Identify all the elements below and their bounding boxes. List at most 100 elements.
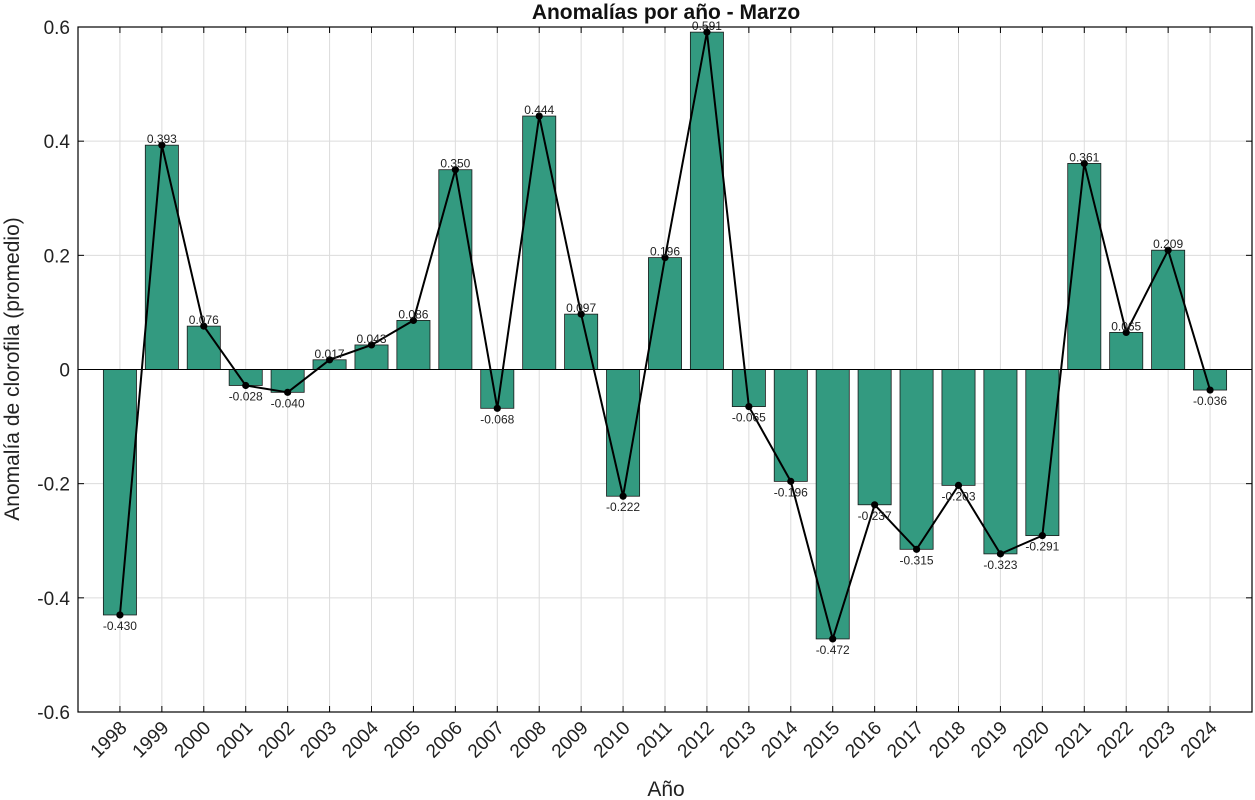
x-tick-label-2013: 2013 xyxy=(716,718,761,763)
x-tick-label-2007: 2007 xyxy=(464,718,509,763)
data-label-2024: -0.036 xyxy=(1193,394,1227,408)
data-label-2004: 0.043 xyxy=(356,332,386,346)
x-tick-label-2010: 2010 xyxy=(590,718,635,763)
point-2024 xyxy=(1206,386,1214,394)
y-tick-label: 0.4 xyxy=(44,132,71,153)
x-tick-label-2011: 2011 xyxy=(633,718,677,762)
data-label-2022: 0.065 xyxy=(1111,319,1141,333)
point-2002 xyxy=(284,388,292,396)
chart-title: Anomalías por año - Marzo xyxy=(532,1,800,24)
data-label-2020: -0.291 xyxy=(1025,540,1059,554)
series-line xyxy=(116,28,1214,643)
point-2023 xyxy=(1164,246,1172,254)
data-label-2018: -0.203 xyxy=(941,489,975,503)
data-label-2009: 0.097 xyxy=(566,301,596,315)
x-tick-label-2022: 2022 xyxy=(1093,718,1138,763)
data-label-2017: -0.315 xyxy=(900,553,934,567)
data-label-2005: 0.086 xyxy=(398,307,428,321)
y-axis-label: Anomalía de clorofila (promedio) xyxy=(1,217,24,520)
x-tick-label-2021: 2021 xyxy=(1051,718,1096,763)
point-2022 xyxy=(1122,328,1130,336)
x-tick-label-2001: 2001 xyxy=(213,718,258,763)
data-labels: -0.430 0.393 0.076 -0.028 -0.040 0.017 0.043 0.… xyxy=(103,19,1227,657)
data-label-1998: -0.430 xyxy=(103,619,137,633)
bar-2014 xyxy=(773,369,808,482)
y-tick-label: 0.6 xyxy=(44,18,70,39)
data-label-2006: 0.350 xyxy=(440,157,470,171)
x-tick-label-2004: 2004 xyxy=(338,717,383,762)
x-tick-label-2012: 2012 xyxy=(674,718,719,763)
point-2008 xyxy=(535,112,543,120)
data-label-2000: 0.076 xyxy=(189,313,219,327)
bar-2016 xyxy=(857,369,892,506)
point-2014 xyxy=(787,477,795,485)
point-2013 xyxy=(745,403,753,411)
point-2011 xyxy=(661,254,669,262)
point-2020 xyxy=(1038,532,1046,540)
bar-2012 xyxy=(689,31,724,370)
data-label-2023: 0.209 xyxy=(1153,237,1183,251)
y-tick-label: 0 xyxy=(59,361,70,382)
data-label-2001: -0.028 xyxy=(229,389,263,403)
point-1998 xyxy=(116,611,124,619)
x-tick-label-2016: 2016 xyxy=(841,718,886,763)
x-tick-label-2020: 2020 xyxy=(1009,718,1054,763)
x-tick-label-1998: 1998 xyxy=(87,718,132,763)
x-tick-label-1999: 1999 xyxy=(129,718,174,763)
bar-2023 xyxy=(1151,249,1186,370)
x-tick-label-2018: 2018 xyxy=(925,718,970,763)
x-tick-label-2019: 2019 xyxy=(967,718,1012,763)
bar-2006 xyxy=(438,169,473,370)
data-label-2012: 0.591 xyxy=(692,19,722,33)
y-tick-label: -0.2 xyxy=(37,475,70,496)
x-tick-label-2024: 2024 xyxy=(1177,717,1222,762)
x-axis-label: Año xyxy=(647,778,684,800)
bar-2017 xyxy=(899,369,934,550)
bar-2008 xyxy=(522,115,557,370)
y-tick-label: 0.2 xyxy=(44,246,70,267)
x-tick-label-2015: 2015 xyxy=(800,718,845,763)
data-label-2008: 0.444 xyxy=(524,103,554,117)
bar-2000 xyxy=(186,325,221,370)
data-label-1999: 0.393 xyxy=(147,132,177,146)
x-tick-label-2017: 2017 xyxy=(883,718,928,763)
point-2005 xyxy=(409,316,418,325)
data-label-2010: -0.222 xyxy=(606,500,640,514)
data-label-2016: -0.237 xyxy=(858,509,892,523)
data-label-2003: 0.017 xyxy=(315,347,345,361)
point-2018 xyxy=(954,481,963,489)
bar-2011 xyxy=(648,257,682,370)
point-2004 xyxy=(367,341,376,349)
bar-2018 xyxy=(941,369,976,486)
bar-2022 xyxy=(1109,331,1144,370)
point-2000 xyxy=(200,322,208,330)
x-tick-label-2023: 2023 xyxy=(1135,718,1180,763)
point-2010 xyxy=(619,492,627,500)
data-label-2021: 0.361 xyxy=(1069,150,1099,164)
point-2017 xyxy=(912,545,921,553)
data-label-2011: 0.196 xyxy=(650,245,680,259)
data-label-2002: -0.040 xyxy=(271,396,305,410)
point-2006 xyxy=(451,166,459,174)
y-tick-label: -0.4 xyxy=(37,589,70,610)
x-tick-label-2009: 2009 xyxy=(548,718,593,763)
point-2015 xyxy=(829,635,837,643)
point-2007 xyxy=(493,404,501,412)
data-label-2019: -0.323 xyxy=(983,558,1017,572)
point-2019 xyxy=(996,550,1005,558)
x-tick-label-2008: 2008 xyxy=(506,718,551,763)
point-2016 xyxy=(871,501,879,509)
point-2003 xyxy=(325,356,334,364)
point-2021 xyxy=(1080,159,1088,168)
y-tick-label: -0.6 xyxy=(37,703,70,724)
point-2001 xyxy=(242,381,250,390)
data-label-2013: -0.065 xyxy=(732,411,766,425)
bar-2005 xyxy=(396,320,431,370)
axes: -0.6-0.4-0.200.20.40.6199819992000200120… xyxy=(37,18,1253,763)
data-label-2015: -0.472 xyxy=(816,643,850,657)
x-tick-label-2005: 2005 xyxy=(380,718,425,763)
point-1999 xyxy=(158,141,166,149)
bar-2020 xyxy=(1025,369,1060,537)
point-2009 xyxy=(577,310,585,318)
